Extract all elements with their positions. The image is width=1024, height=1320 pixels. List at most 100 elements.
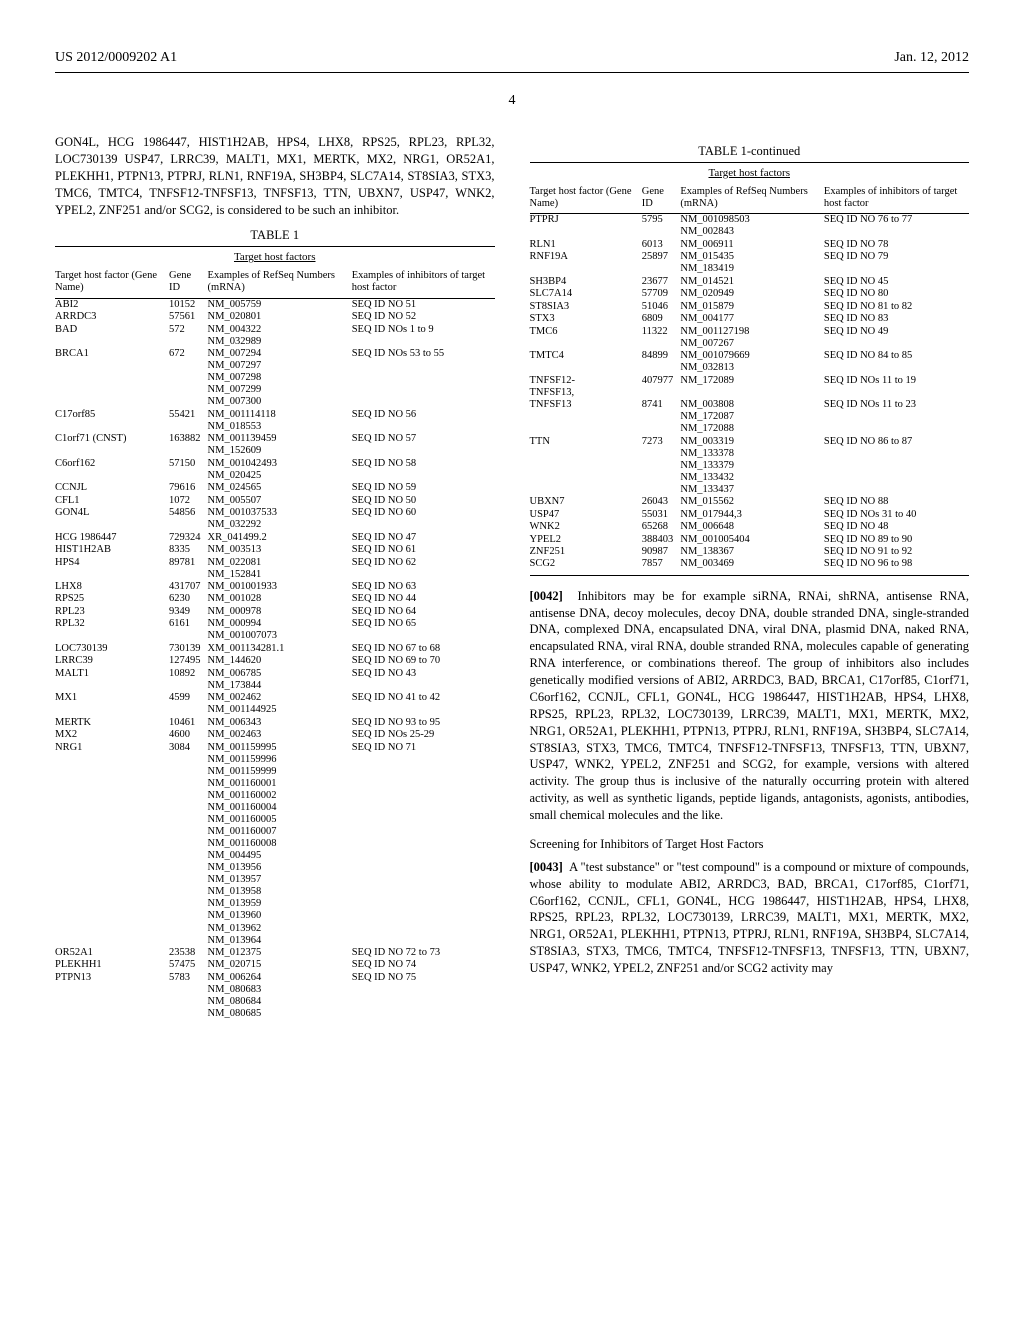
table-cell: GON4L xyxy=(55,507,169,532)
table1-title: TABLE 1 xyxy=(55,228,495,243)
screening-heading: Screening for Inhibitors of Target Host … xyxy=(530,836,970,853)
table-cell: NM_001028 xyxy=(208,593,352,605)
table-cell: SEQ ID NO 60 xyxy=(352,507,495,532)
table-cell: NM_003808 NM_172087 NM_172088 xyxy=(680,399,824,436)
table-cell: LHX8 xyxy=(55,581,169,593)
table-cell: 388403 xyxy=(642,533,681,545)
table-cell: TMTC4 xyxy=(530,350,642,375)
col-inhibitors: Examples of inhibitors of target host fa… xyxy=(824,185,969,214)
table-cell: XM_001134281.1 xyxy=(208,643,352,655)
table-cell: SEQ ID NO 48 xyxy=(824,521,969,533)
table-row: STX36809NM_004177SEQ ID NO 83 xyxy=(530,313,970,325)
table-cell: MX2 xyxy=(55,729,169,741)
table-cell: 57150 xyxy=(169,458,208,483)
table-cell: WNK2 xyxy=(530,521,642,533)
table-cell: 1072 xyxy=(169,495,208,507)
table-cell: 57475 xyxy=(169,959,208,971)
table-cell: XR_041499.2 xyxy=(208,531,352,543)
table-cell: 57561 xyxy=(169,311,208,323)
table-cell: SEQ ID NO 62 xyxy=(352,556,495,581)
table-cell: 90987 xyxy=(642,546,681,558)
table-cell: 57709 xyxy=(642,288,681,300)
table-cell: SEQ ID NO 79 xyxy=(824,251,969,276)
table-row: PTPN135783NM_006264 NM_080683 NM_080684 … xyxy=(55,972,495,1021)
col-gene-name: Target host factor (Gene Name) xyxy=(55,269,169,298)
table-cell: TMC6 xyxy=(530,325,642,350)
table-cell: 9349 xyxy=(169,606,208,618)
table-cell: SEQ ID NO 57 xyxy=(352,433,495,458)
table-row: MERTK10461NM_006343SEQ ID NO 93 to 95 xyxy=(55,717,495,729)
table-cell: USP47 xyxy=(530,509,642,521)
table-cell: SEQ ID NO 86 to 87 xyxy=(824,435,969,496)
table-cell: SEQ ID NOs 11 to 23 xyxy=(824,399,969,436)
table-row: RNF19A25897NM_015435 NM_183419SEQ ID NO … xyxy=(530,251,970,276)
table-cell: MERTK xyxy=(55,717,169,729)
table-cell: PLEKHH1 xyxy=(55,959,169,971)
table-cell: ZNF251 xyxy=(530,546,642,558)
table-row: BRCA1672NM_007294 NM_007297 NM_007298 NM… xyxy=(55,348,495,409)
table-cell: C17orf85 xyxy=(55,409,169,434)
table-cell: NM_001139459 NM_152609 xyxy=(208,433,352,458)
table-cell: BRCA1 xyxy=(55,348,169,409)
table-cell: SEQ ID NO 61 xyxy=(352,544,495,556)
table-cell: STX3 xyxy=(530,313,642,325)
table-cell: 8335 xyxy=(169,544,208,556)
table-cell: NM_003319 NM_133378 NM_133379 NM_133432 … xyxy=(680,435,824,496)
table-row: RPL326161NM_000994 NM_001007073SEQ ID NO… xyxy=(55,618,495,643)
table-cell: HIST1H2AB xyxy=(55,544,169,556)
table-cell: ABI2 xyxy=(55,298,169,311)
table-row: HIST1H2AB8335NM_003513SEQ ID NO 61 xyxy=(55,544,495,556)
table-row: NRG13084NM_001159995 NM_001159996 NM_001… xyxy=(55,741,495,946)
table-cell: TTN xyxy=(530,435,642,496)
table-cell: SEQ ID NOs 31 to 40 xyxy=(824,509,969,521)
table-row: ARRDC357561NM_020801SEQ ID NO 52 xyxy=(55,311,495,323)
table-cell: SEQ ID NO 76 to 77 xyxy=(824,214,969,239)
table-row: PLEKHH157475NM_020715SEQ ID NO 74 xyxy=(55,959,495,971)
table-cell: 3084 xyxy=(169,741,208,946)
left-column: GON4L, HCG 1986447, HIST1H2AB, HPS4, LHX… xyxy=(55,134,495,1020)
table-row: C6orf16257150NM_001042493 NM_020425SEQ I… xyxy=(55,458,495,483)
para-0043-text: A "test substance" or "test compound" is… xyxy=(530,860,970,975)
table-cell: 51046 xyxy=(642,300,681,312)
table-cell: 23538 xyxy=(169,947,208,959)
table-cell: 431707 xyxy=(169,581,208,593)
patent-number: US 2012/0009202 A1 xyxy=(55,50,177,66)
table-cell: 79616 xyxy=(169,482,208,494)
table-cell: NM_144620 xyxy=(208,655,352,667)
table-cell: NM_017944,3 xyxy=(680,509,824,521)
table-cell: SEQ ID NO 65 xyxy=(352,618,495,643)
table1-title-cont: TABLE 1-continued xyxy=(530,144,970,159)
table-row: BAD572NM_004322 NM_032989SEQ ID NOs 1 to… xyxy=(55,323,495,348)
table-cell: NM_005759 xyxy=(208,298,352,311)
table-cell: NM_001098503 NM_002843 xyxy=(680,214,824,239)
table-row: LOC730139730139XM_001134281.1SEQ ID NO 6… xyxy=(55,643,495,655)
table-cell: SEQ ID NO 69 to 70 xyxy=(352,655,495,667)
table-cell: 4600 xyxy=(169,729,208,741)
table-row: RLN16013NM_006911SEQ ID NO 78 xyxy=(530,239,970,251)
right-column: TABLE 1-continued Target host factors Ta… xyxy=(530,134,970,1020)
table-cell: NM_000994 NM_001007073 xyxy=(208,618,352,643)
table-cell: NM_001001933 xyxy=(208,581,352,593)
table-cell: ARRDC3 xyxy=(55,311,169,323)
table-cell: NM_022081 NM_152841 xyxy=(208,556,352,581)
table-row: LHX8431707NM_001001933SEQ ID NO 63 xyxy=(55,581,495,593)
table-cell: RLN1 xyxy=(530,239,642,251)
table-cell: SEQ ID NO 41 to 42 xyxy=(352,692,495,717)
table-cell: NM_005507 xyxy=(208,495,352,507)
table-row: OR52A123538NM_012375SEQ ID NO 72 to 73 xyxy=(55,947,495,959)
table-row: TNFSF12- TNFSF13,407977NM_172089SEQ ID N… xyxy=(530,374,970,399)
col-inhibitors: Examples of inhibitors of target host fa… xyxy=(352,269,495,298)
intro-paragraph: GON4L, HCG 1986447, HIST1H2AB, HPS4, LHX… xyxy=(55,134,495,218)
table-cell: SEQ ID NOs 53 to 55 xyxy=(352,348,495,409)
table-row: MX24600NM_002463SEQ ID NOs 25-29 xyxy=(55,729,495,741)
table-cell: NM_004322 NM_032989 xyxy=(208,323,352,348)
table-cell: SEQ ID NOs 25-29 xyxy=(352,729,495,741)
table-cell: NM_001042493 NM_020425 xyxy=(208,458,352,483)
table-cell: SEQ ID NO 91 to 92 xyxy=(824,546,969,558)
table-row: UBXN726043NM_015562SEQ ID NO 88 xyxy=(530,496,970,508)
table-row: HPS489781NM_022081 NM_152841SEQ ID NO 62 xyxy=(55,556,495,581)
page-header: US 2012/0009202 A1 Jan. 12, 2012 xyxy=(55,50,969,73)
table-cell: 10152 xyxy=(169,298,208,311)
table-cell: 4599 xyxy=(169,692,208,717)
table-cell: HCG 1986447 xyxy=(55,531,169,543)
